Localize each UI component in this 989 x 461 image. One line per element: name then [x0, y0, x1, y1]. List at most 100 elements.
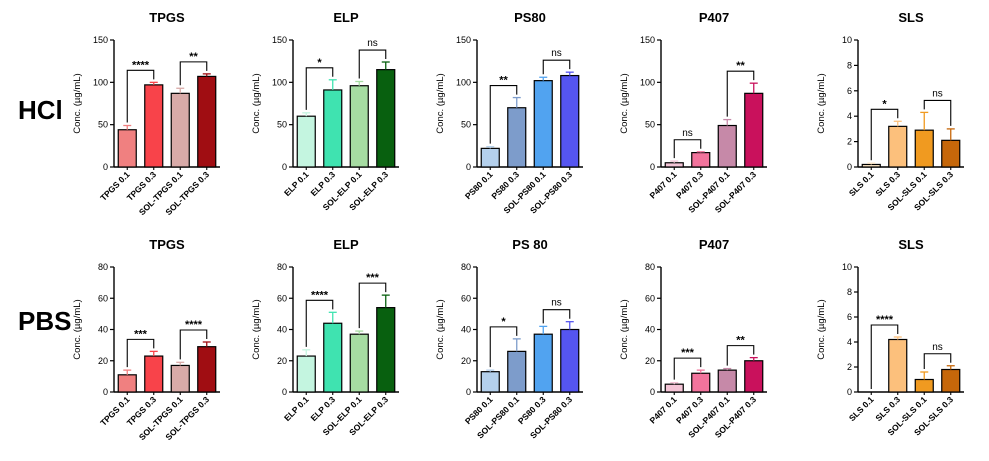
y-tick-label: 80: [645, 262, 655, 272]
bar: [323, 322, 343, 393]
y-tick-label: 20: [461, 356, 471, 366]
y-tick-label: 80: [277, 262, 287, 272]
y-tick-label: 150: [93, 35, 108, 45]
y-tick-label: 40: [645, 325, 655, 335]
y-axis-title: Conc. (µg/mL): [72, 73, 83, 133]
y-axis-title: Conc. (µg/mL): [435, 299, 446, 359]
significance-bracket: [673, 139, 702, 159]
significance-label: **: [736, 60, 745, 72]
y-axis-title: Conc. (µg/mL): [251, 73, 262, 133]
significance-bracket: [673, 357, 702, 380]
y-tick-label: 50: [645, 120, 655, 130]
x-tick-label: SLS 0.1: [847, 169, 876, 198]
x-tick-label: ELP 0.1: [282, 169, 311, 198]
significance-label: **: [736, 335, 745, 347]
y-tick-label: 2: [847, 362, 852, 372]
y-tick-label: 10: [842, 35, 852, 45]
bar: [117, 129, 137, 168]
panel-title: P407: [699, 10, 729, 25]
significance-bracket: [923, 99, 952, 126]
panel-title: SLS: [898, 10, 924, 25]
significance-bracket: [923, 353, 952, 369]
y-tick-label: 0: [103, 162, 108, 172]
bar: [323, 89, 343, 168]
bar: [914, 378, 934, 393]
significance-bracket: [542, 309, 571, 324]
y-tick-label: 8: [847, 287, 852, 297]
y-tick-label: 10: [842, 262, 852, 272]
y-tick-label: 80: [461, 262, 471, 272]
y-tick-label: 40: [461, 325, 471, 335]
significance-bracket: [126, 69, 155, 123]
panel-title: PS80: [514, 10, 546, 25]
row-label-pbs: PBS: [18, 306, 71, 336]
bar: [117, 374, 137, 393]
row-label-hcl: HCl: [18, 95, 63, 125]
significance-label: ns: [551, 298, 562, 309]
bar: [914, 129, 934, 168]
y-tick-label: 20: [277, 356, 287, 366]
significance-label: ns: [932, 342, 943, 353]
panel-title: TPGS: [149, 10, 185, 25]
y-tick-label: 0: [466, 162, 471, 172]
significance-bracket: [542, 59, 571, 75]
y-axis-title: Conc. (µg/mL): [435, 73, 446, 133]
significance-label: ***: [681, 347, 695, 359]
y-tick-label: 150: [640, 35, 655, 45]
y-tick-label: 20: [645, 356, 655, 366]
bar: [717, 369, 737, 393]
x-tick-label: ELP 0.1: [282, 394, 311, 423]
x-tick-label: PS80 0.1: [463, 169, 495, 201]
y-tick-label: 100: [272, 77, 287, 87]
bar: [888, 125, 908, 168]
bar: [197, 346, 217, 393]
bar: [507, 350, 527, 393]
significance-bracket: [358, 49, 387, 79]
y-axis-title: Conc. (µg/mL): [72, 299, 83, 359]
panel-title: TPGS: [149, 237, 185, 252]
significance-bracket: [126, 338, 155, 368]
bar: [664, 162, 684, 168]
bar: [744, 92, 764, 168]
significance-label: ns: [551, 48, 562, 59]
significance-label: ****: [311, 289, 329, 301]
significance-bracket: [726, 70, 755, 117]
significance-label: **: [499, 75, 508, 87]
significance-bracket: [358, 282, 387, 329]
x-tick-label: P407 0.1: [648, 394, 679, 425]
bar: [170, 92, 190, 168]
y-tick-label: 60: [277, 293, 287, 303]
bar: [560, 74, 580, 168]
y-tick-label: 0: [282, 387, 287, 397]
y-tick-label: 40: [277, 325, 287, 335]
y-axis-title: Conc. (µg/mL): [816, 299, 827, 359]
bar: [349, 333, 369, 393]
y-tick-label: 100: [456, 77, 471, 87]
significance-label: ns: [682, 128, 693, 139]
significance-label: **: [189, 51, 198, 63]
significance-bracket: [726, 345, 755, 366]
bar: [170, 364, 190, 393]
y-tick-label: 0: [103, 387, 108, 397]
y-tick-label: 4: [847, 111, 852, 121]
bar: [533, 80, 553, 168]
significance-bracket: [179, 329, 208, 360]
significance-bracket: [305, 299, 334, 347]
y-tick-label: 2: [847, 137, 852, 147]
significance-label: *: [882, 98, 887, 110]
significance-bracket: [305, 67, 334, 110]
bar: [197, 75, 217, 168]
y-tick-label: 100: [93, 77, 108, 87]
significance-bracket: [489, 326, 518, 368]
y-tick-label: 0: [282, 162, 287, 172]
y-tick-label: 60: [461, 293, 471, 303]
y-axis-title: Conc. (µg/mL): [619, 299, 630, 359]
y-tick-label: 0: [466, 387, 471, 397]
bar: [349, 85, 369, 168]
